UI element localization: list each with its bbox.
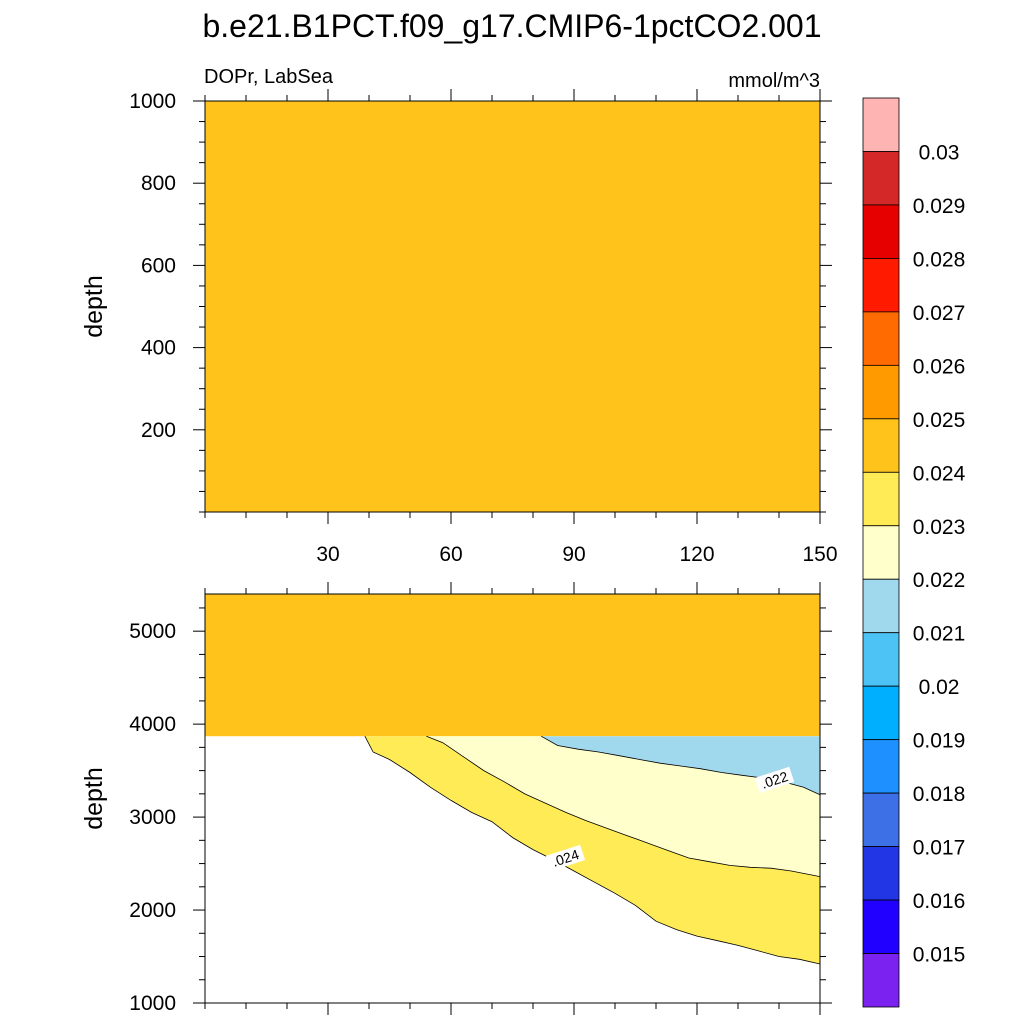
- contour-line-0.024: [364, 736, 821, 965]
- x-tick-label: 90: [562, 543, 585, 566]
- colorbar-swatch: [862, 525, 900, 580]
- colorbar-swatch: [862, 792, 900, 847]
- contour-label-bg: [545, 844, 586, 872]
- colorbar-label: 0.023: [913, 516, 966, 539]
- x-tick-label: 60: [439, 543, 462, 566]
- colorbar-label: 0.025: [913, 409, 966, 432]
- x-tick-label: 120: [679, 543, 714, 566]
- colorbar-swatch: [862, 685, 900, 741]
- colorbar-swatch: [862, 364, 900, 420]
- colorbar-swatch: [862, 846, 900, 901]
- y-tick-label: 2000: [129, 899, 176, 922]
- colorbar-swatch: [862, 471, 900, 527]
- fill-region-0.022: [541, 736, 820, 795]
- colorbar-swatch: [862, 578, 900, 634]
- y-tick-label: 5000: [129, 620, 176, 643]
- colorbar-swatch: [862, 899, 900, 954]
- colorbar-label: 0.029: [913, 195, 966, 218]
- colorbar-label: 0.028: [913, 248, 966, 271]
- colorbar-label: 0.027: [913, 302, 966, 325]
- colorbar-label: 0.018: [913, 783, 966, 806]
- colorbar-swatch: [862, 418, 900, 473]
- figure-title: b.e21.B1PCT.f09_g17.CMIP6-1pctCO2.001: [202, 8, 821, 44]
- colorbar-swatch: [862, 258, 900, 313]
- colorbar: 0.03 0.029 0.028 0.027 0.026 0.025 0.024 0.023 0…: [862, 97, 966, 1008]
- contour-line-0.023: [426, 735, 821, 877]
- plot-frame: [204, 593, 821, 1004]
- units-label: mmol/m^3: [728, 70, 820, 92]
- colorbar-swatch: [862, 739, 900, 794]
- y-axis-label: depth: [80, 767, 108, 830]
- fill-region-base: [205, 594, 820, 737]
- colorbar-label: 0.02: [919, 676, 960, 699]
- colorbar-label: 0.019: [913, 730, 966, 753]
- colorbar-label: 0.03: [919, 141, 960, 164]
- y-tick-label: 200: [141, 419, 176, 442]
- upper-panel: 30 60 90 120 150 200 400 600 800 1000 depth: [80, 89, 838, 566]
- colorbar-label: 0.022: [913, 569, 966, 592]
- y-axis-label: depth: [80, 275, 108, 338]
- y-tick-label: 400: [141, 337, 176, 360]
- x-tick-label: 30: [316, 543, 339, 566]
- colorbar-swatch: [862, 953, 900, 1008]
- y-tick-label: 800: [141, 172, 176, 195]
- colorbar-swatch: [862, 311, 900, 366]
- colorbar-label: 0.016: [913, 890, 966, 913]
- colorbar-swatch: [862, 97, 900, 152]
- colorbar-swatch: [862, 204, 900, 259]
- colorbar-swatch: [862, 151, 900, 206]
- colorbar-label: 0.021: [913, 623, 966, 646]
- y-tick-label: 1000: [129, 992, 176, 1015]
- colorbar-label: 0.015: [913, 944, 966, 967]
- colorbar-swatch: [862, 632, 900, 687]
- y-tick-label: 1000: [129, 90, 176, 113]
- variable-region-label: DOPr, LabSea: [204, 66, 334, 88]
- colorbar-label: 0.024: [913, 462, 966, 485]
- contour-label-bg: [754, 766, 795, 794]
- y-tick-label: 600: [141, 254, 176, 277]
- y-tick-label: 4000: [129, 713, 176, 736]
- x-tick-label: 150: [802, 543, 837, 566]
- colorbar-label: 0.026: [913, 355, 966, 378]
- fill-region-base: [205, 101, 820, 512]
- y-tick-label: 3000: [129, 806, 176, 829]
- colorbar-label: 0.017: [913, 837, 966, 860]
